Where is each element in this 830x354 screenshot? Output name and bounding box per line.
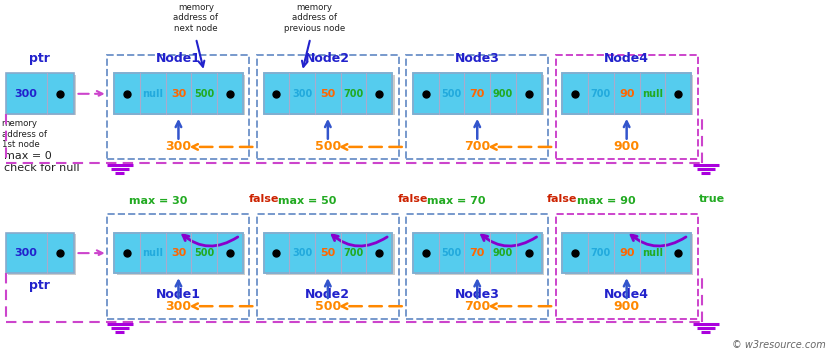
Text: 500: 500 xyxy=(315,141,341,153)
FancyBboxPatch shape xyxy=(264,233,393,273)
Bar xyxy=(108,214,249,319)
FancyBboxPatch shape xyxy=(413,73,541,114)
FancyBboxPatch shape xyxy=(564,234,694,275)
Text: 500: 500 xyxy=(315,300,341,313)
Text: 90: 90 xyxy=(619,248,634,258)
Text: max = 50: max = 50 xyxy=(278,196,336,206)
Text: 90: 90 xyxy=(619,89,634,99)
Text: 50: 50 xyxy=(320,248,335,258)
Text: 30: 30 xyxy=(171,89,186,99)
Text: false: false xyxy=(547,194,578,204)
Text: Node1: Node1 xyxy=(156,287,201,301)
Text: 300: 300 xyxy=(292,248,312,258)
Bar xyxy=(257,214,399,319)
Text: 700: 700 xyxy=(591,89,611,99)
Bar xyxy=(556,55,697,159)
FancyBboxPatch shape xyxy=(563,233,691,273)
Text: 700: 700 xyxy=(464,300,491,313)
Text: null: null xyxy=(642,248,663,258)
Text: 70: 70 xyxy=(470,248,485,258)
Text: 500: 500 xyxy=(194,89,214,99)
Text: null: null xyxy=(142,89,164,99)
Text: Node2: Node2 xyxy=(305,52,350,65)
Text: memory
address of
next node: memory address of next node xyxy=(173,3,218,33)
Text: memory
address of
1st node: memory address of 1st node xyxy=(2,120,46,149)
Text: 500: 500 xyxy=(194,248,214,258)
Text: max = 90: max = 90 xyxy=(577,196,635,206)
Text: 300: 300 xyxy=(292,89,312,99)
Text: 900: 900 xyxy=(613,141,640,153)
FancyBboxPatch shape xyxy=(415,75,544,115)
Bar xyxy=(407,55,548,159)
Text: Node2: Node2 xyxy=(305,287,350,301)
Text: 900: 900 xyxy=(493,89,513,99)
Text: true: true xyxy=(699,194,725,204)
FancyBboxPatch shape xyxy=(115,233,242,273)
FancyBboxPatch shape xyxy=(8,234,76,275)
Text: 300: 300 xyxy=(15,248,37,258)
Text: null: null xyxy=(642,89,663,99)
Text: check for null: check for null xyxy=(4,164,80,173)
Text: © w3resource.com: © w3resource.com xyxy=(732,341,826,350)
FancyBboxPatch shape xyxy=(563,73,691,114)
Bar xyxy=(108,55,249,159)
FancyBboxPatch shape xyxy=(264,73,393,114)
Bar xyxy=(556,214,697,319)
Text: 300: 300 xyxy=(15,89,37,99)
Text: 30: 30 xyxy=(171,248,186,258)
Text: ptr: ptr xyxy=(29,279,51,292)
Text: max = 30: max = 30 xyxy=(129,196,187,206)
Text: 700: 700 xyxy=(464,141,491,153)
Text: 700: 700 xyxy=(591,248,611,258)
FancyBboxPatch shape xyxy=(116,75,246,115)
FancyBboxPatch shape xyxy=(413,233,541,273)
FancyBboxPatch shape xyxy=(6,233,74,273)
Text: 700: 700 xyxy=(344,248,364,258)
FancyBboxPatch shape xyxy=(266,234,395,275)
FancyBboxPatch shape xyxy=(115,73,242,114)
FancyBboxPatch shape xyxy=(266,75,395,115)
Text: 300: 300 xyxy=(165,141,192,153)
Text: 900: 900 xyxy=(493,248,513,258)
Text: null: null xyxy=(142,248,164,258)
Text: 300: 300 xyxy=(165,300,192,313)
Text: max = 0: max = 0 xyxy=(4,151,52,161)
Text: false: false xyxy=(398,194,428,204)
Text: memory
address of
previous node: memory address of previous node xyxy=(284,3,345,33)
Text: 70: 70 xyxy=(470,89,485,99)
Text: Node4: Node4 xyxy=(604,287,649,301)
Text: Node4: Node4 xyxy=(604,52,649,65)
Text: 50: 50 xyxy=(320,89,335,99)
FancyBboxPatch shape xyxy=(116,234,246,275)
Text: 500: 500 xyxy=(442,248,461,258)
Text: Node3: Node3 xyxy=(455,287,500,301)
Bar xyxy=(257,55,399,159)
Text: Node1: Node1 xyxy=(156,52,201,65)
Text: ptr: ptr xyxy=(29,52,51,65)
Text: false: false xyxy=(248,194,279,204)
Text: max = 70: max = 70 xyxy=(427,196,486,206)
FancyBboxPatch shape xyxy=(415,234,544,275)
FancyBboxPatch shape xyxy=(6,73,74,114)
FancyBboxPatch shape xyxy=(8,75,76,115)
Bar xyxy=(407,214,548,319)
Text: 900: 900 xyxy=(613,300,640,313)
Text: Node3: Node3 xyxy=(455,52,500,65)
FancyBboxPatch shape xyxy=(564,75,694,115)
Text: 700: 700 xyxy=(344,89,364,99)
Text: 500: 500 xyxy=(442,89,461,99)
